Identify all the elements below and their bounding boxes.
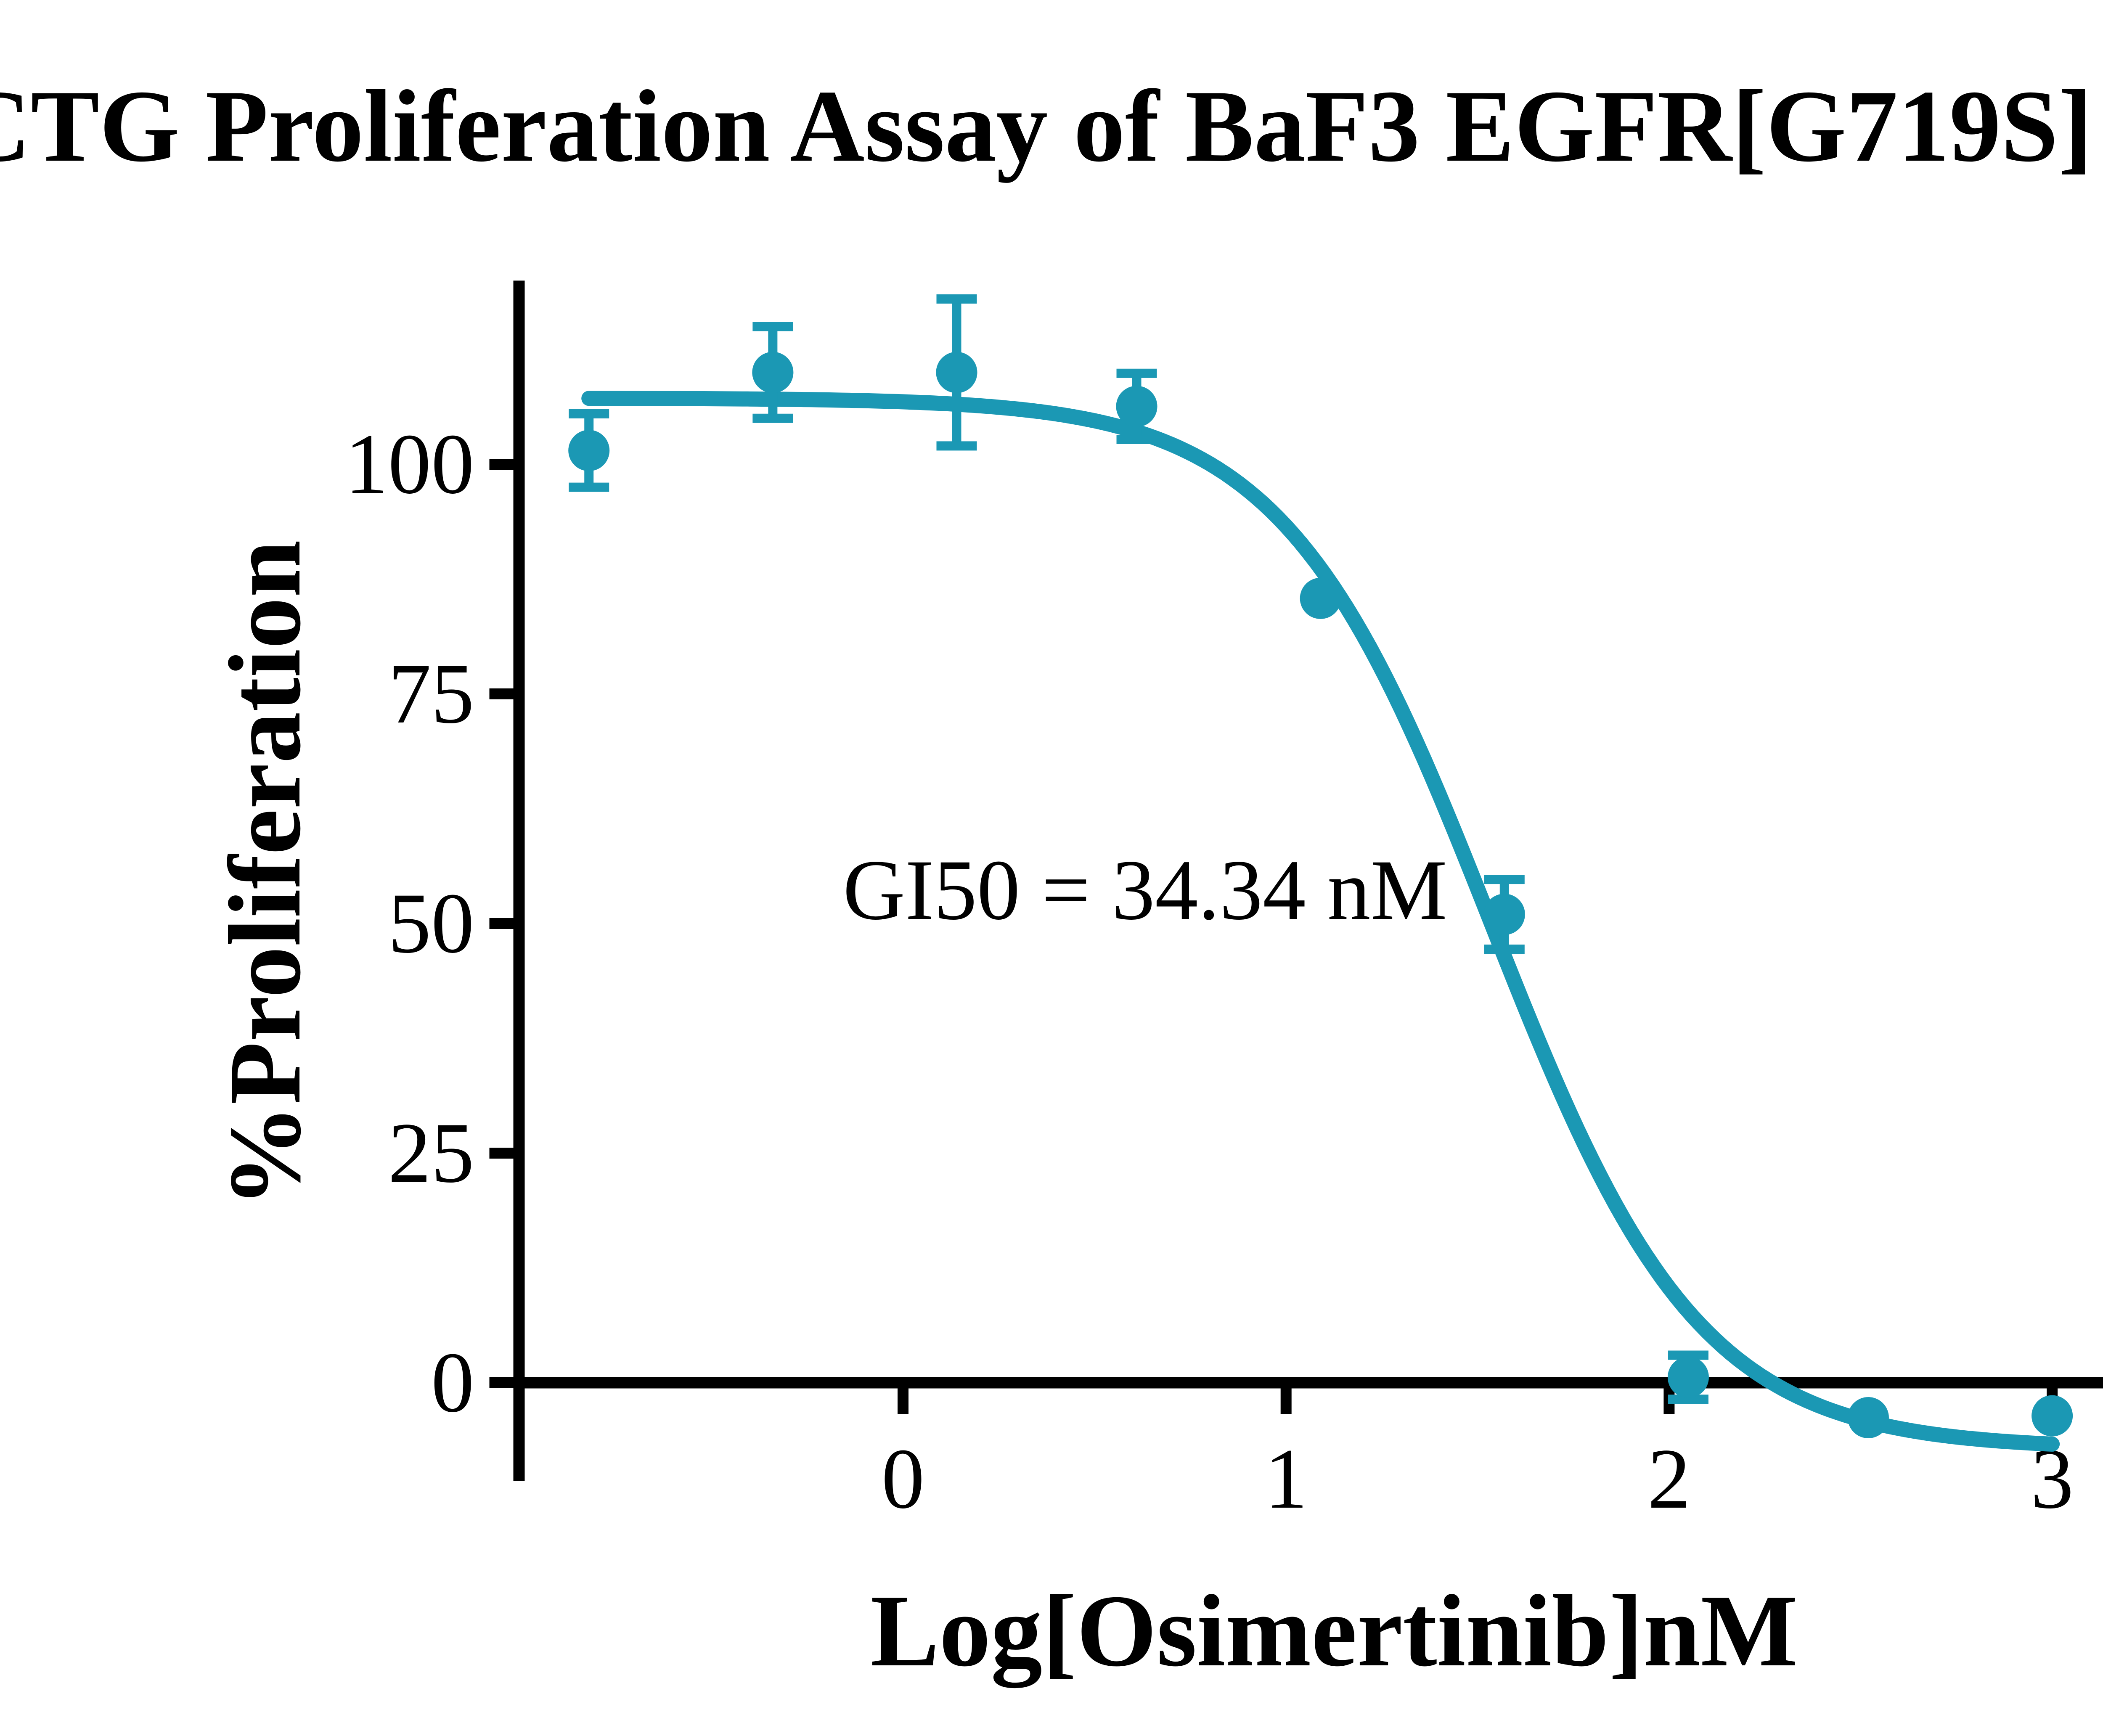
data-point	[1300, 577, 1341, 619]
data-points-layer	[568, 294, 2073, 1438]
x-axis-label: Log[Osimertinib]nM	[871, 1574, 1798, 1688]
data-point	[1483, 894, 1525, 935]
fit-curve	[581, 391, 2060, 1452]
gi50-annotation: GI50 = 34.34 nM	[843, 842, 1447, 938]
data-point	[752, 352, 794, 393]
x-tick-label: 1	[1264, 1431, 1308, 1527]
y-tick-label: 25	[388, 1105, 474, 1201]
data-point	[936, 352, 977, 393]
data-point	[1847, 1397, 1889, 1438]
data-point	[2031, 1395, 2073, 1437]
data-point	[1667, 1356, 1709, 1398]
data-point	[1116, 386, 1157, 427]
y-tick-label: 50	[388, 876, 474, 971]
data-point	[568, 430, 610, 471]
chart-title: CTG Proliferation Assay of BaF3 EGFR[G71…	[0, 69, 2103, 183]
x-tick-label: 2	[1647, 1431, 1691, 1527]
y-axis-label: %Proliferation	[208, 540, 322, 1208]
y-tick-label: 100	[345, 416, 474, 512]
y-tick-label: 0	[431, 1335, 474, 1430]
x-tick-label: 0	[882, 1431, 925, 1527]
fit-curve-layer	[581, 391, 2060, 1452]
y-tick-label: 75	[388, 646, 474, 741]
